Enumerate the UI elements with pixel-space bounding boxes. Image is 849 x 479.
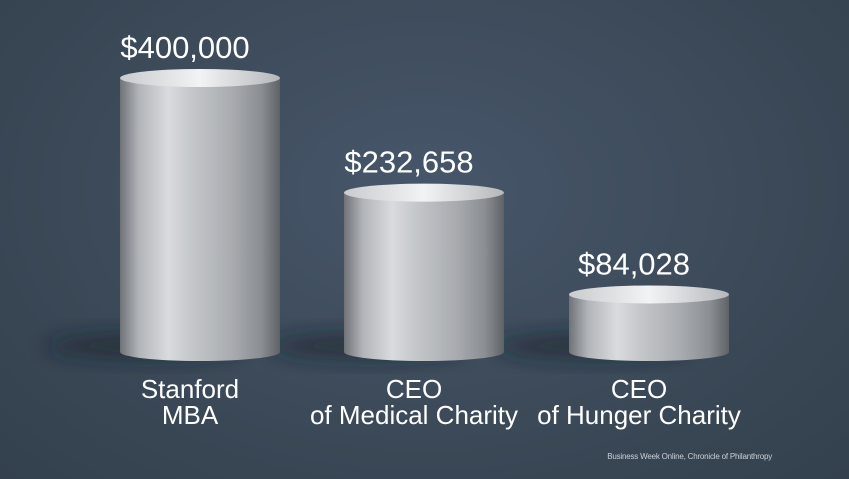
category-label-line: of Hunger Charity [537,400,741,430]
bars-group [120,69,729,361]
bar [344,192,504,361]
bar-top [120,69,280,87]
value-labels-group: $400,000 $232,658 $84,028 [120,30,690,281]
category-label-line: MBA [161,400,219,430]
category-label: Stanford MBA [60,376,320,428]
category-label: CEO of Hunger Charity [509,376,769,428]
category-label-line: CEO [610,374,668,404]
bar-top [344,183,504,202]
category-label-line: of Medical Charity [309,400,519,430]
source-note: Business Week Online, Chronicle of Phila… [607,452,772,461]
value-label: $400,000 [120,30,249,65]
category-label: CEO of Medical Charity [284,376,544,428]
bar [120,78,280,361]
category-label-line: CEO [385,374,443,404]
value-label: $232,658 [344,145,473,180]
bar [569,294,729,361]
bar-top [569,285,729,304]
value-label: $84,028 [578,246,690,281]
category-label-line: Stanford [140,374,240,404]
